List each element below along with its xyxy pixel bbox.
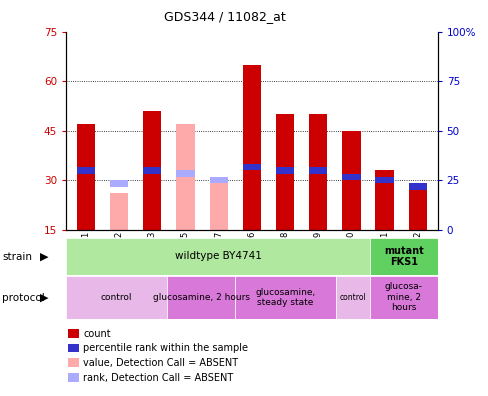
Bar xyxy=(66,276,167,319)
Bar xyxy=(369,238,437,275)
Bar xyxy=(369,276,437,319)
Bar xyxy=(143,167,161,173)
Bar xyxy=(176,170,194,177)
Bar xyxy=(408,183,426,190)
Text: glucosamine,
steady state: glucosamine, steady state xyxy=(255,288,315,307)
Bar xyxy=(143,111,161,230)
Text: percentile rank within the sample: percentile rank within the sample xyxy=(83,343,247,354)
Bar xyxy=(336,276,369,319)
Bar xyxy=(167,276,234,319)
Bar xyxy=(66,238,369,275)
Bar xyxy=(176,124,194,230)
Bar xyxy=(342,173,360,180)
Text: wildtype BY4741: wildtype BY4741 xyxy=(174,251,261,261)
Bar xyxy=(242,164,261,170)
Text: mutant
FKS1: mutant FKS1 xyxy=(383,246,423,267)
Text: count: count xyxy=(83,329,110,339)
Bar xyxy=(308,167,326,173)
Text: control: control xyxy=(339,293,366,302)
Text: glucosa-
mine, 2
hours: glucosa- mine, 2 hours xyxy=(384,282,422,312)
Bar xyxy=(308,114,326,230)
Bar xyxy=(77,167,95,173)
Text: strain: strain xyxy=(2,251,32,262)
Bar xyxy=(77,124,95,230)
Text: GDS344 / 11082_at: GDS344 / 11082_at xyxy=(164,10,285,23)
Text: value, Detection Call = ABSENT: value, Detection Call = ABSENT xyxy=(83,358,238,368)
Bar xyxy=(234,276,336,319)
Text: ▶: ▶ xyxy=(40,251,48,262)
Bar xyxy=(275,114,294,230)
Bar xyxy=(275,167,294,173)
Text: ▶: ▶ xyxy=(40,293,48,303)
Text: control: control xyxy=(101,293,132,302)
Bar xyxy=(375,177,393,183)
Bar xyxy=(209,177,227,183)
Bar xyxy=(342,131,360,230)
Bar xyxy=(242,65,261,230)
Bar xyxy=(209,180,227,230)
Text: protocol: protocol xyxy=(2,293,45,303)
Text: glucosamine, 2 hours: glucosamine, 2 hours xyxy=(152,293,249,302)
Bar xyxy=(110,180,128,187)
Bar xyxy=(375,170,393,230)
Bar xyxy=(110,193,128,230)
Bar xyxy=(408,187,426,230)
Text: rank, Detection Call = ABSENT: rank, Detection Call = ABSENT xyxy=(83,373,233,383)
